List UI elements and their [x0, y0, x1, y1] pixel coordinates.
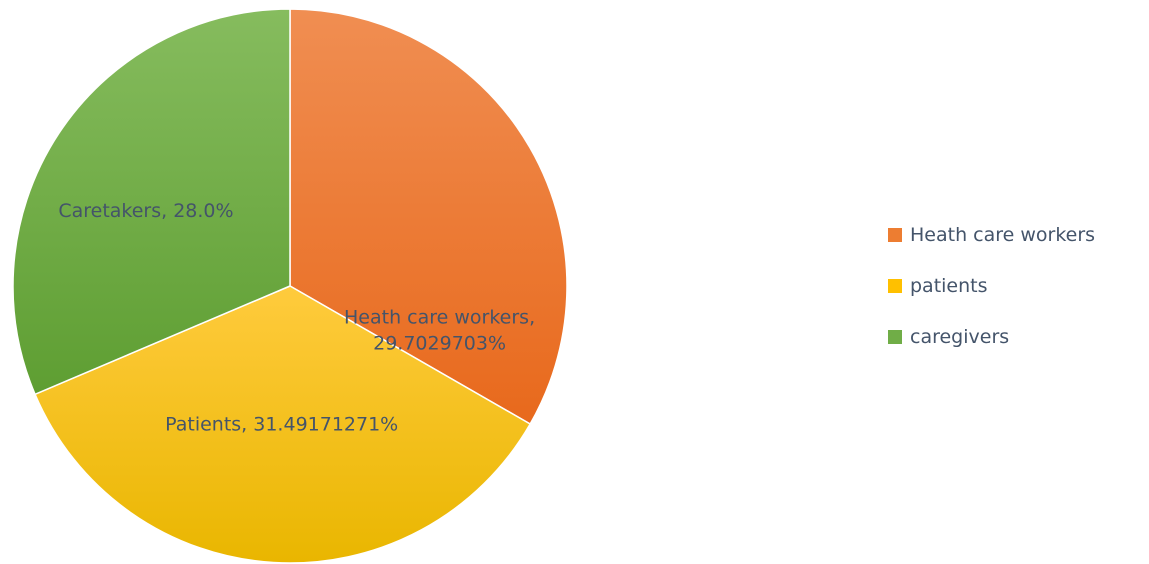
legend-label-patients: patients [910, 275, 988, 297]
data-label-line: 29.7029703% [373, 332, 506, 354]
legend-item-patients: patients [888, 273, 1138, 299]
data-label-line: Heath care workers, [344, 306, 535, 328]
data-label-patients: Patients, 31.49171271% [165, 414, 398, 436]
data-label-line: Caretakers, 28.0% [58, 200, 233, 222]
pie-slice-heath-care-workers [289, 8, 568, 426]
data-label-line: Patients, 31.49171271% [165, 414, 398, 436]
pie-slices [12, 8, 568, 564]
legend: Heath care workers patients caregivers [888, 222, 1138, 375]
legend-swatch-caregivers [888, 330, 902, 344]
data-label-heath-care-workers: Heath care workers, 29.7029703% [344, 306, 535, 354]
pie-data-labels: Heath care workers, 29.7029703% Patients, … [58, 200, 535, 435]
legend-item-heath-care-workers: Heath care workers [888, 222, 1138, 248]
data-label-caregivers: Caretakers, 28.0% [58, 200, 233, 222]
legend-swatch-patients [888, 279, 902, 293]
legend-swatch-heath-care-workers [888, 228, 902, 242]
legend-label-heath-care-workers: Heath care workers [910, 224, 1096, 246]
legend-item-caregivers: caregivers [888, 324, 1138, 350]
pie-slice-caregivers [12, 8, 291, 396]
pie-slice-patients [34, 285, 532, 564]
legend-label-caregivers: caregivers [910, 326, 1010, 348]
